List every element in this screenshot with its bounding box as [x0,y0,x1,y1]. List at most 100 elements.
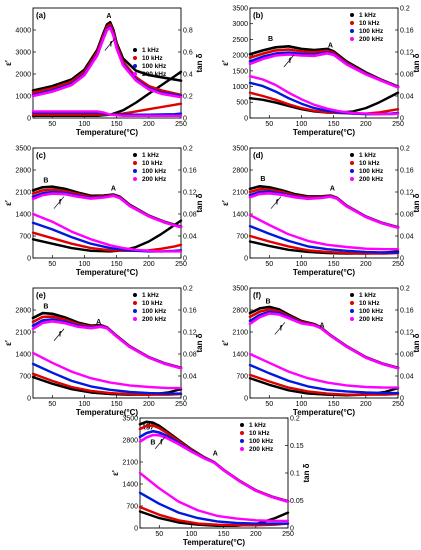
legend-label: 100 kHz [142,168,167,175]
y2-tick-label: 0.2 [400,145,410,152]
legend-swatch [133,293,137,297]
y-tick-label: 2800 [15,167,31,174]
x-tick-label: 100 [186,531,198,538]
legend-swatch [350,169,354,173]
x-tick-label: 150 [111,261,123,268]
y2-tick-label: 0.05 [290,498,304,505]
tan-series-200-kHz [248,213,400,251]
annotation-label: f [289,58,292,65]
y-tick-label: 0 [244,115,248,122]
y-tick-label: 2800 [122,437,138,444]
y2-tick-label: 0.2 [183,285,193,292]
y-tick-label: 4000 [15,27,31,34]
legend-swatch [133,161,137,165]
legend-swatch [133,301,137,305]
y-tick-label: 700 [236,233,248,240]
y2-tick-label: 0.08 [400,351,414,358]
y2-tick-label: 0 [183,115,187,122]
annotation-label: B [268,36,273,43]
y2-axis-title: tan δ [195,53,204,72]
x-axis-title: Temperature(°C) [293,268,356,277]
y-tick-label: 1400 [15,211,31,218]
y2-tick-label: 0.1 [290,470,300,477]
y-tick-label: 2100 [122,459,138,466]
x-tick-label: 250 [175,401,187,408]
y-tick-label: 0 [27,255,31,262]
legend-swatch [133,48,137,52]
y-axis-title: ε′ [4,340,13,346]
legend-label: 1 kHz [249,422,267,429]
y-tick-label: 2100 [15,189,31,196]
annotation-arrow [274,322,286,335]
permittivity-series-200-kHz [138,433,290,504]
plot-frame [249,147,399,259]
legend-swatch [240,423,244,427]
legend-label: 100 kHz [359,28,384,35]
legend-swatch [350,293,354,297]
legend-label: 100 kHz [249,438,274,445]
y2-tick-label: 0.2 [400,5,410,12]
x-tick-label: 150 [328,401,340,408]
y2-tick-label: 0.04 [400,93,414,100]
y-tick-label: 2500 [232,37,248,44]
annotation-label: f [280,325,283,332]
x-tick-label: 50 [265,401,273,408]
x-tick-label: 200 [143,261,155,268]
plot-frame [32,147,182,259]
y2-tick-label: 0.16 [183,307,197,314]
legend-swatch [133,317,137,321]
y2-tick-label: 0.08 [183,211,197,218]
plot-frame [32,287,182,399]
y2-axis-title: tan δ [412,333,421,352]
y-tick-label: 0 [27,395,31,402]
x-axis-title: Temperature(°C) [293,128,356,137]
x-axis-title: Temperature(°C) [293,408,356,417]
legend-swatch [350,37,354,41]
y2-tick-label: 0.4 [183,71,193,78]
x-tick-label: 200 [143,121,155,128]
y-tick-label: 3000 [15,49,31,56]
y2-tick-label: 0.12 [183,329,197,336]
chart-panel-2: 50 100 150 200 2500700140021002800350000.040… [4,145,204,277]
y-tick-label: 700 [19,233,31,240]
permittivity-series-200-kHz [31,192,183,229]
y-axis-title: ε′ [4,200,13,206]
chart-panel-1: 50 100 150 200 25005001000150020002500300035… [221,5,421,137]
y2-tick-label: 0.15 [290,443,304,450]
annotation-label: f [160,440,163,447]
legend-swatch [240,447,244,451]
y2-tick-label: 0.12 [400,189,414,196]
y-tick-label: 0 [244,395,248,402]
annotation-label: f [276,200,279,207]
y2-tick-label: 0.08 [400,71,414,78]
y-tick-label: 0 [244,255,248,262]
legend-swatch [133,72,137,76]
x-tick-label: 200 [360,121,372,128]
legend-swatch [350,317,354,321]
permittivity-series-200-kHz [248,51,400,89]
legend-label: 100 kHz [142,308,167,315]
permittivity-series-10-kHz [31,23,183,97]
annotation-label: A [111,185,116,192]
legend-swatch [350,21,354,25]
x-axis-title: Temperature(°C) [76,268,139,277]
chart-panel-3: 50 100 150 200 2500700140021002800350000.040… [221,145,421,277]
y-tick-label: 2800 [15,307,31,314]
panel-label: (e) [36,291,46,300]
y2-tick-label: 0.6 [183,49,193,56]
annotation-label: A [320,322,325,329]
annotation-label: A [330,185,335,192]
legend-label: 10 kHz [359,20,380,27]
chart-panel-0: 50 100 150 200 2500100020003000400000.20.40.… [4,7,204,137]
y2-axis-title: tan δ [412,193,421,212]
tan-series-10-kHz [31,372,183,396]
annotation-label: A [213,451,218,458]
panel-label: (f) [253,291,261,300]
y-tick-label: 3500 [232,145,248,152]
y2-tick-label: 0 [400,395,404,402]
y-tick-label: 0 [27,115,31,122]
y2-tick-label: 0.04 [400,373,414,380]
